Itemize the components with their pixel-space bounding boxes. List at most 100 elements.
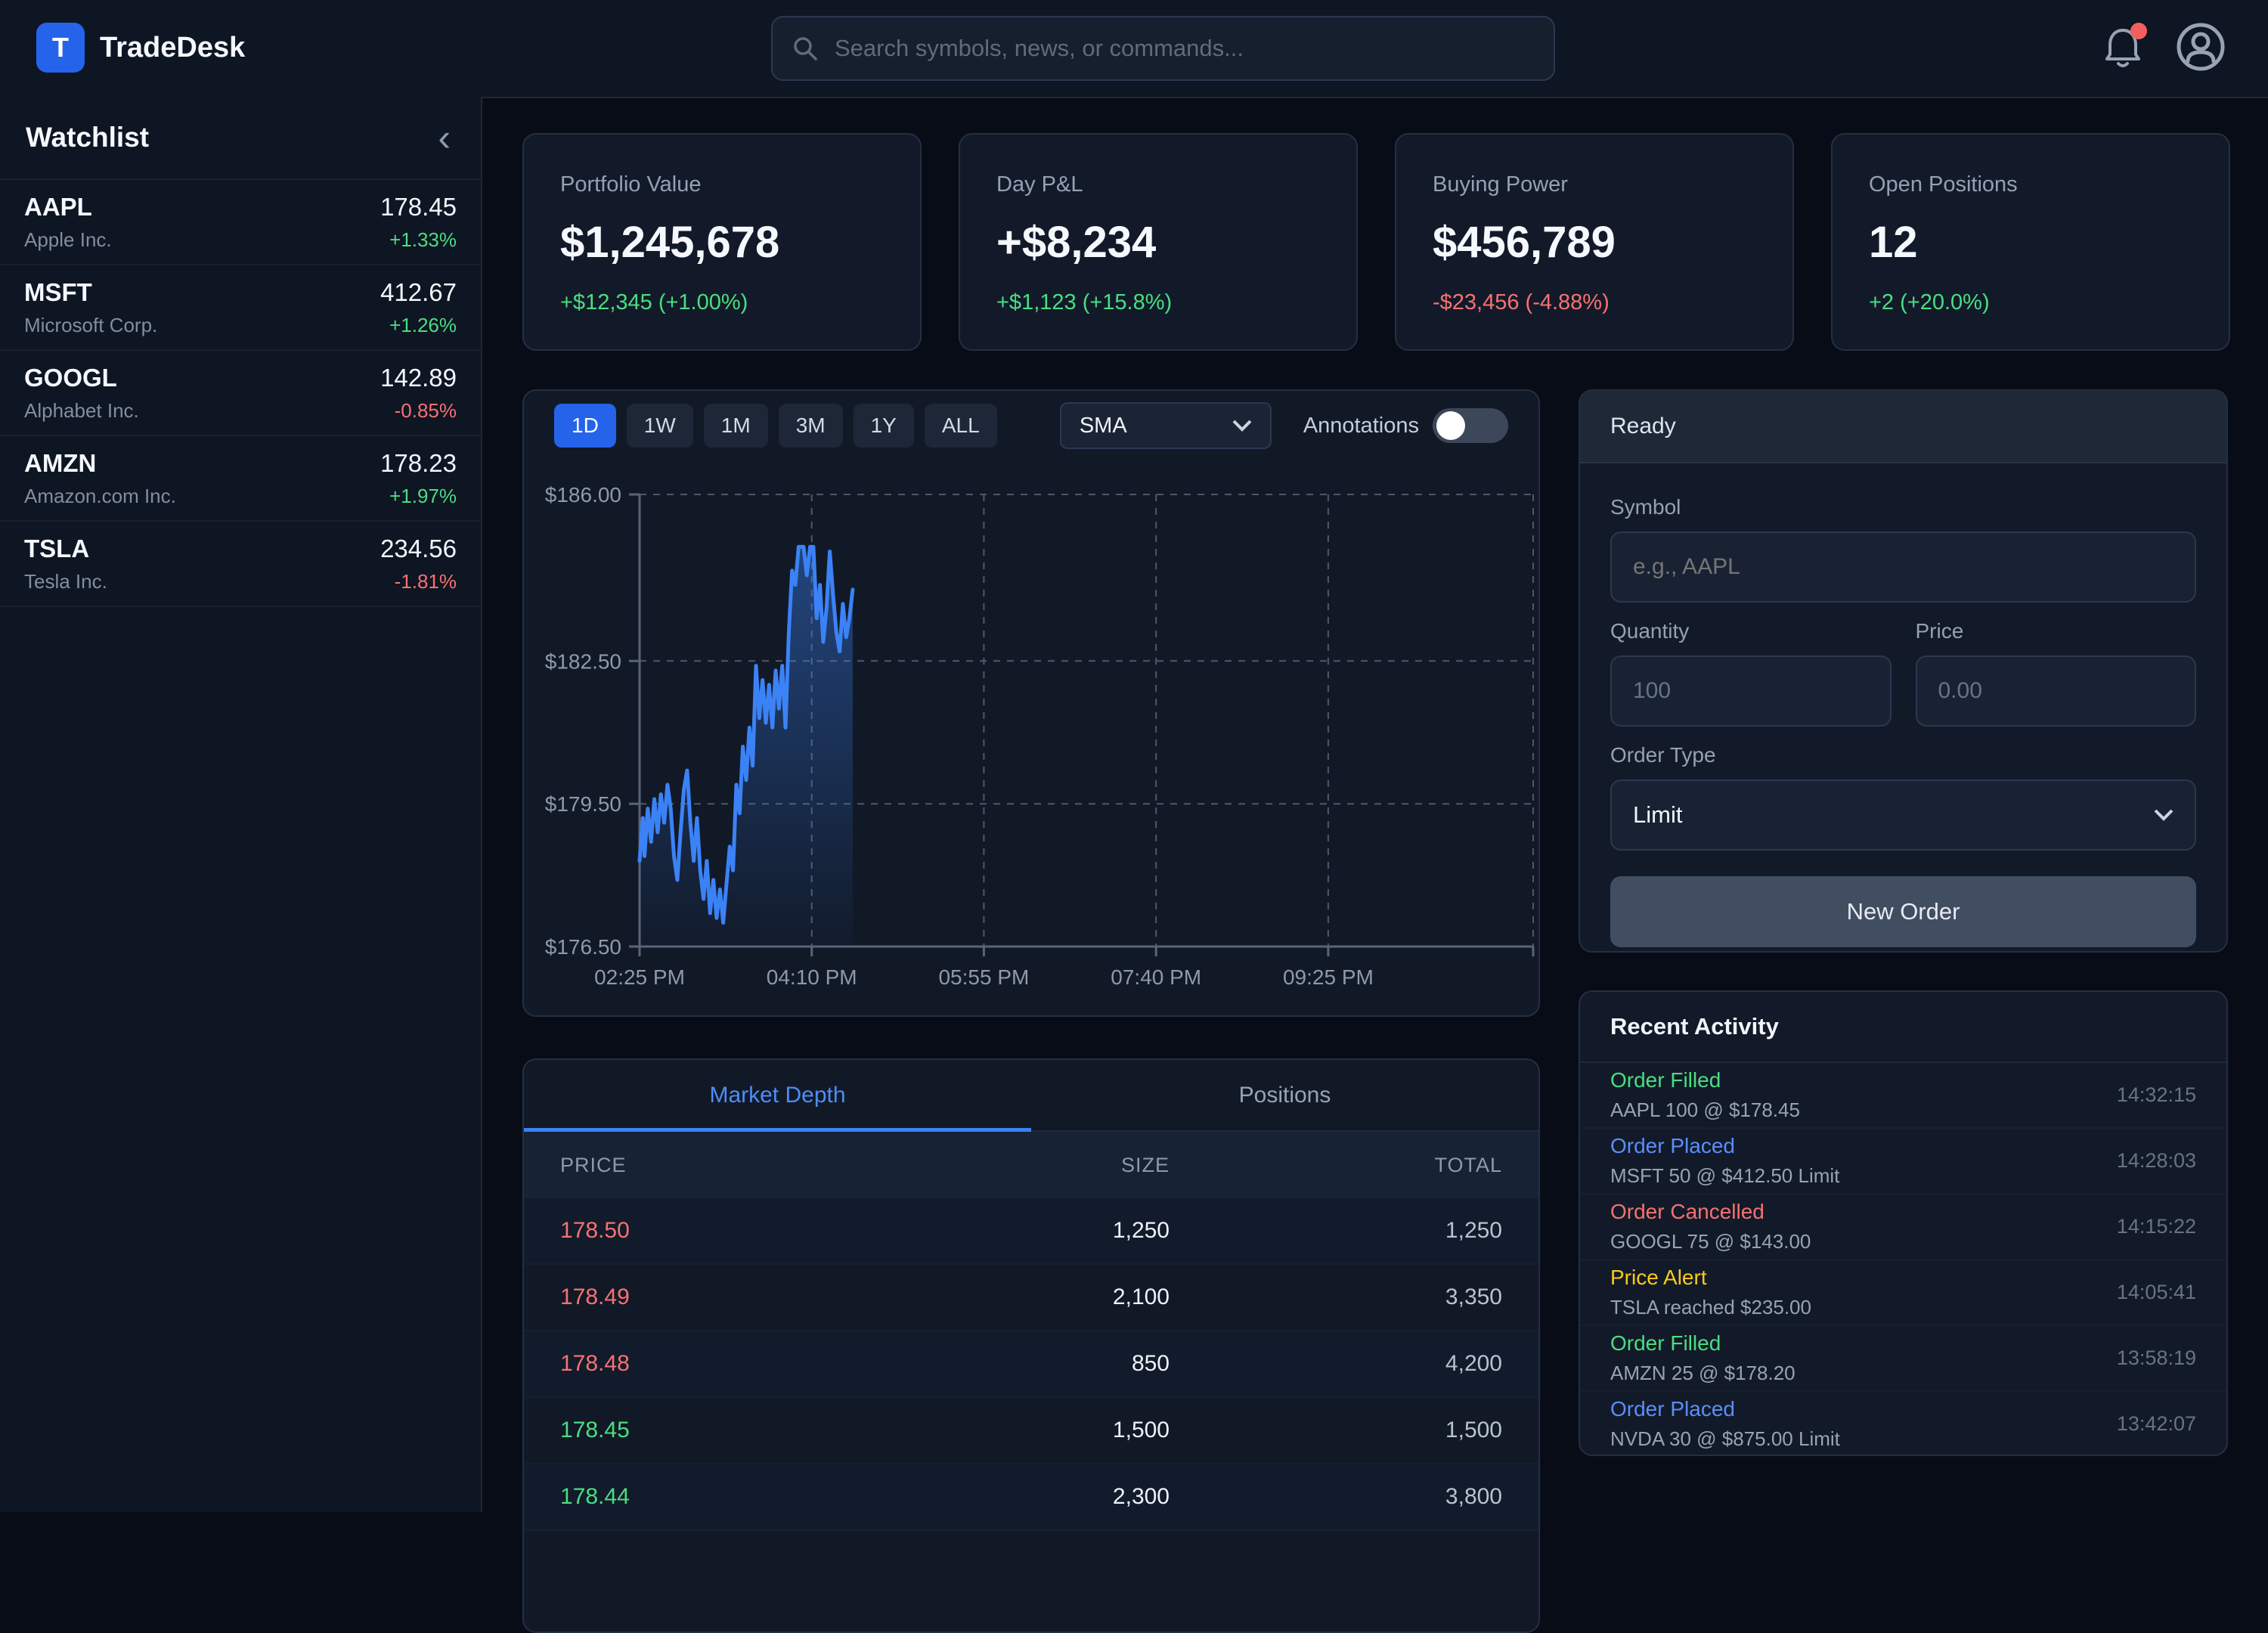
svg-text:$186.00: $186.00 <box>545 483 621 507</box>
stat-value: $456,789 <box>1433 218 1616 267</box>
indicator-select-value: SMA <box>1079 413 1127 438</box>
svg-text:02:25 PM: 02:25 PM <box>594 965 685 989</box>
watchlist-items: AAPL Apple Inc. 178.45 +1.33% MSFT Microsoft … <box>0 180 481 607</box>
watchlist-company: Microsoft Corp. <box>24 313 158 336</box>
notifications-bell-icon[interactable] <box>2103 23 2147 71</box>
activity-list: Order Filled AAPL 100 @ $178.45 14:32:15 Or… <box>1580 1063 2226 1455</box>
watchlist-change: -1.81% <box>394 569 457 593</box>
activity-item: Order Placed NVDA 30 @ $875.00 Limit 13:42… <box>1580 1392 2226 1455</box>
watchlist-item[interactable]: GOOGL Alphabet Inc. 142.89 -0.85% <box>0 351 481 436</box>
quantity-input[interactable] <box>1610 655 1892 727</box>
watchlist-change: +1.33% <box>389 228 457 251</box>
depth-price: 178.45 <box>560 1418 630 1442</box>
watchlist-header: Watchlist ‹ <box>0 97 481 180</box>
svg-text:$176.50: $176.50 <box>545 935 621 959</box>
watchlist-item[interactable]: AAPL Apple Inc. 178.45 +1.33% <box>0 180 481 265</box>
indicator-select[interactable]: SMA <box>1059 402 1272 449</box>
activity-item-left: Order Cancelled GOOGL 75 @ $143.00 <box>1610 1200 1811 1253</box>
depth-table-header: PRICE SIZE TOTAL <box>524 1132 1538 1198</box>
recent-activity-title: Recent Activity <box>1580 992 2226 1063</box>
activity-item-left: Order Filled AAPL 100 @ $178.45 <box>1610 1068 1800 1122</box>
table-row[interactable]: 178.50 1,250 1,250 <box>524 1198 1538 1265</box>
price-label: Price <box>1915 619 1964 643</box>
stat-value: $1,245,678 <box>560 218 780 267</box>
timeframe-button-3m[interactable]: 3M <box>778 404 843 448</box>
activity-type: Order Filled <box>1610 1331 1721 1355</box>
activity-detail: NVDA 30 @ $875.00 Limit <box>1610 1427 1840 1450</box>
table-row[interactable]: 178.45 1,500 1,500 <box>524 1398 1538 1464</box>
stat-delta: -$23,456 (-4.88%) <box>1433 290 1610 315</box>
order-status-text: Ready <box>1610 414 1676 438</box>
activity-item-left: Order Filled AMZN 25 @ $178.20 <box>1610 1331 1796 1385</box>
watchlist-company: Amazon.com Inc. <box>24 484 176 507</box>
price-input[interactable] <box>1915 655 2196 727</box>
annotations-toggle[interactable] <box>1433 408 1508 443</box>
watchlist-company: Tesla Inc. <box>24 569 107 593</box>
table-row[interactable]: 178.49 2,100 3,350 <box>524 1265 1538 1331</box>
watchlist-item[interactable]: MSFT Microsoft Corp. 412.67 +1.26% <box>0 265 481 351</box>
table-row[interactable]: 178.48 850 4,200 <box>524 1331 1538 1398</box>
watchlist-item-left: AMZN Amazon.com Inc. <box>24 449 176 508</box>
app-title: TradeDesk <box>100 32 246 64</box>
svg-text:$182.50: $182.50 <box>545 649 621 673</box>
order-type-select[interactable]: Limit <box>1610 779 2196 851</box>
activity-item: Price Alert TSLA reached $235.00 14:05:41 <box>1580 1260 2226 1326</box>
user-avatar-icon[interactable] <box>2176 22 2226 72</box>
watchlist-change: +1.26% <box>389 313 457 336</box>
depth-tabs: Market Depth Positions <box>524 1060 1538 1132</box>
stat-label: Portfolio Value <box>560 172 702 197</box>
col-total: TOTAL <box>1434 1153 1502 1176</box>
activity-detail: GOOGL 75 @ $143.00 <box>1610 1230 1811 1253</box>
recent-activity-card: Recent Activity Order Filled AAPL 100 @ $… <box>1579 990 2228 1456</box>
price-line-chart[interactable]: $186.00 $182.50 $179.50 $176.50 02:25 PM 04:1… <box>524 391 1541 1018</box>
watchlist-item[interactable]: AMZN Amazon.com Inc. 178.23 +1.97% <box>0 436 481 522</box>
activity-item-left: Price Alert TSLA reached $235.00 <box>1610 1266 1811 1319</box>
stat-card: Portfolio Value $1,245,678 +$12,345 (+1.00… <box>522 133 922 351</box>
annotations-label: Annotations <box>1303 413 1419 438</box>
search-input[interactable] <box>833 34 1534 63</box>
activity-type: Order Placed <box>1610 1134 1735 1157</box>
stat-delta: +2 (+20.0%) <box>1869 290 1990 315</box>
depth-size: 1,500 <box>1112 1418 1170 1442</box>
tab-market-depth[interactable]: Market Depth <box>709 1082 846 1108</box>
timeframe-button-1m[interactable]: 1M <box>703 404 768 448</box>
watchlist-item-right: 234.56 -1.81% <box>380 535 457 593</box>
search-icon <box>794 37 817 60</box>
activity-item: Order Filled AMZN 25 @ $178.20 13:58:19 <box>1580 1326 2226 1392</box>
depth-size: 2,300 <box>1112 1484 1170 1509</box>
activity-item: Order Filled AAPL 100 @ $178.45 14:32:15 <box>1580 1063 2226 1129</box>
watchlist-item-right: 142.89 -0.85% <box>380 364 457 423</box>
activity-item: Order Cancelled GOOGL 75 @ $143.00 14:15:2… <box>1580 1195 2226 1260</box>
timeframe-button-1d[interactable]: 1D <box>554 404 616 448</box>
timeframe-button-all[interactable]: ALL <box>924 404 997 448</box>
activity-detail: MSFT 50 @ $412.50 Limit <box>1610 1164 1840 1187</box>
table-row[interactable]: 178.44 2,300 3,800 <box>524 1464 1538 1531</box>
depth-table-body: 178.50 1,250 1,250 178.49 2,100 3,350 178.48 85… <box>524 1198 1538 1531</box>
activity-detail: AAPL 100 @ $178.45 <box>1610 1098 1800 1121</box>
timeframe-button-group: 1D 1W 1M 3M 1Y ALL <box>554 404 1008 448</box>
tab-positions[interactable]: Positions <box>1238 1082 1331 1108</box>
chevron-down-icon <box>2154 809 2174 821</box>
global-search[interactable] <box>771 16 1555 81</box>
activity-detail: TSLA reached $235.00 <box>1610 1296 1811 1318</box>
depth-price: 178.50 <box>560 1218 630 1243</box>
new-order-button[interactable]: New Order <box>1610 876 2196 947</box>
activity-type: Price Alert <box>1610 1266 1707 1289</box>
app-logo: T <box>36 23 85 73</box>
watchlist-symbol: TSLA <box>24 534 90 562</box>
timeframe-button-1y[interactable]: 1Y <box>853 404 914 448</box>
watchlist-item-left: GOOGL Alphabet Inc. <box>24 364 139 423</box>
timeframe-button-1w[interactable]: 1W <box>626 404 693 448</box>
price-chart-card: 1D 1W 1M 3M 1Y ALL SMA Annotations $186.00 $18… <box>522 389 1540 1017</box>
collapse-sidebar-icon[interactable]: ‹ <box>438 116 451 159</box>
order-status: Ready <box>1580 391 2226 463</box>
depth-total: 4,200 <box>1445 1351 1502 1376</box>
watchlist-symbol: GOOGL <box>24 363 117 392</box>
stat-label: Buying Power <box>1433 172 1568 197</box>
watchlist-item-left: MSFT Microsoft Corp. <box>24 278 157 337</box>
symbol-input[interactable] <box>1610 531 2196 603</box>
watchlist-item[interactable]: TSLA Tesla Inc. 234.56 -1.81% <box>0 522 481 607</box>
watchlist-symbol: AMZN <box>24 448 97 477</box>
stat-card: Day P&L +$8,234 +$1,123 (+15.8%) <box>959 133 1358 351</box>
stat-delta: +$12,345 (+1.00%) <box>560 290 748 315</box>
